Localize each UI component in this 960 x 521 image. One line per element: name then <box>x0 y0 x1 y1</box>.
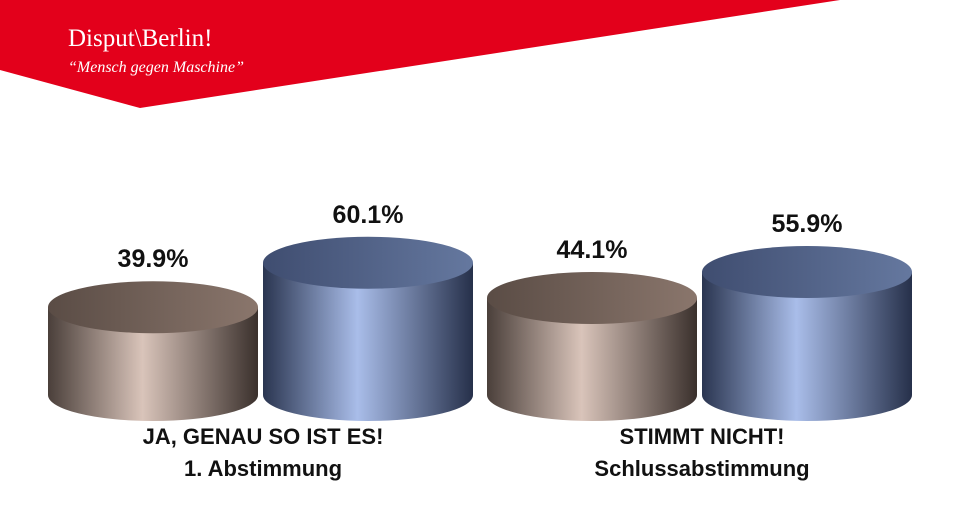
series-label: JA, GENAU SO IST ES! <box>143 424 384 449</box>
cylinder <box>263 236 473 421</box>
cylinder-top <box>487 271 697 324</box>
cylinder <box>487 271 697 421</box>
cylinder-body <box>702 272 912 421</box>
header-banner <box>0 0 840 108</box>
cylinder-top <box>263 236 473 289</box>
cylinder <box>702 246 912 421</box>
cylinder-top <box>48 281 258 334</box>
category-label: 1. Abstimmung <box>184 456 342 481</box>
cylinder-top <box>702 246 912 299</box>
brand-subtitle: “Mensch gegen Maschine” <box>68 59 244 76</box>
cylinder-body <box>48 307 258 421</box>
value-label: 44.1% <box>557 236 628 264</box>
category-label: Schlussabstimmung <box>594 456 809 481</box>
cylinder <box>48 281 258 421</box>
value-label: 39.9% <box>118 245 189 273</box>
series-label: STIMMT NICHT! <box>620 424 785 449</box>
cylinder-body <box>487 297 697 421</box>
brand-title: Disput\Berlin! <box>68 25 212 52</box>
value-label: 55.9% <box>772 210 843 238</box>
cylinder-body <box>263 262 473 421</box>
value-label: 60.1% <box>333 201 404 229</box>
